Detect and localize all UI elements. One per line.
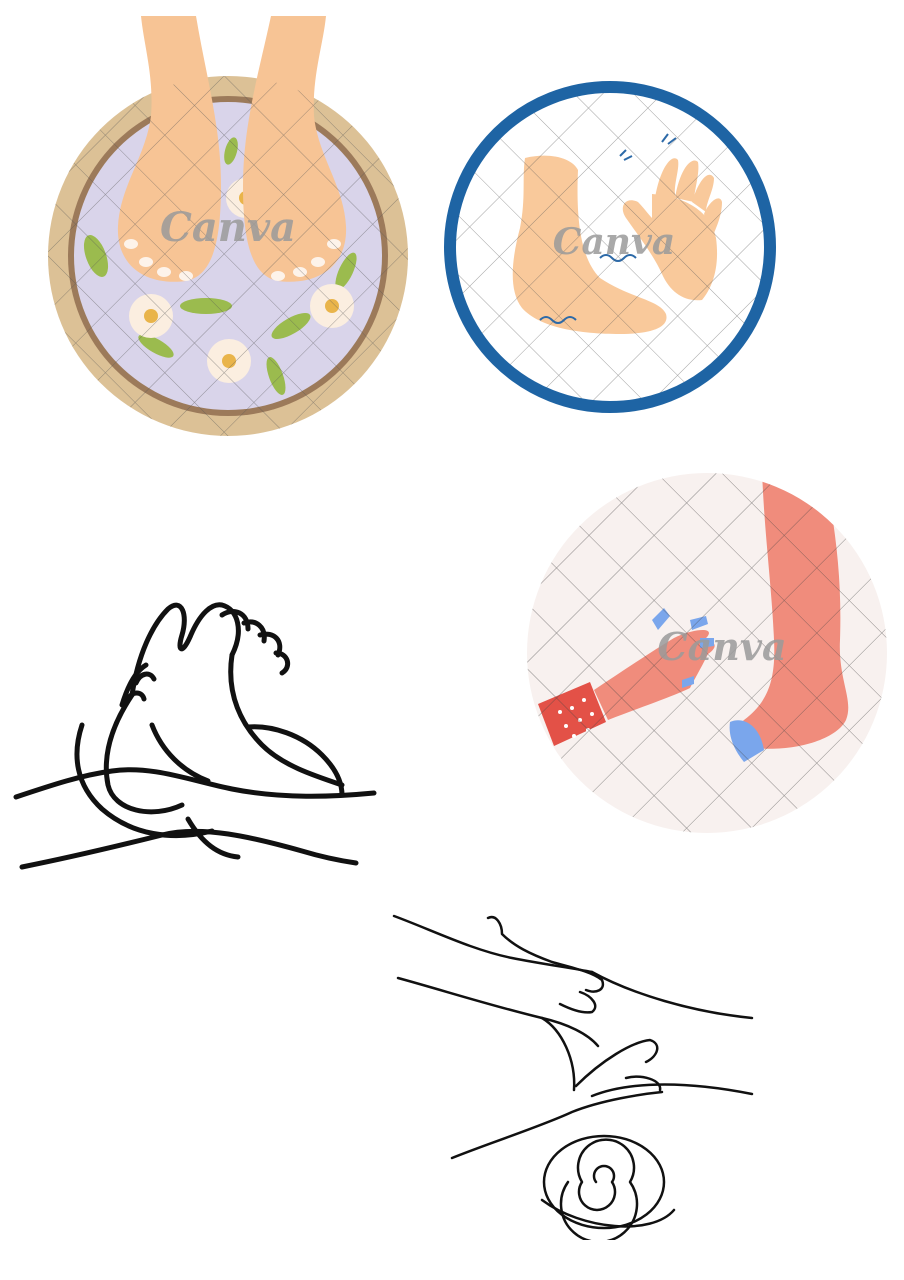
hands-massaging-feet-outline	[13, 602, 377, 870]
canva-watermark: Canva	[657, 624, 786, 669]
foot-soak-bowl-illustration: Canva	[48, 16, 408, 436]
foot-and-hand-pain-illustration: Canva	[444, 81, 776, 413]
leg-massage-towel-lineart	[392, 914, 754, 1240]
hand-touching-leg-illustration: Canva	[527, 473, 887, 833]
towel-roll	[542, 1134, 666, 1230]
canva-watermark: Canva	[553, 221, 675, 263]
blue-ring	[444, 81, 776, 413]
canva-watermark: Canva	[160, 204, 296, 251]
